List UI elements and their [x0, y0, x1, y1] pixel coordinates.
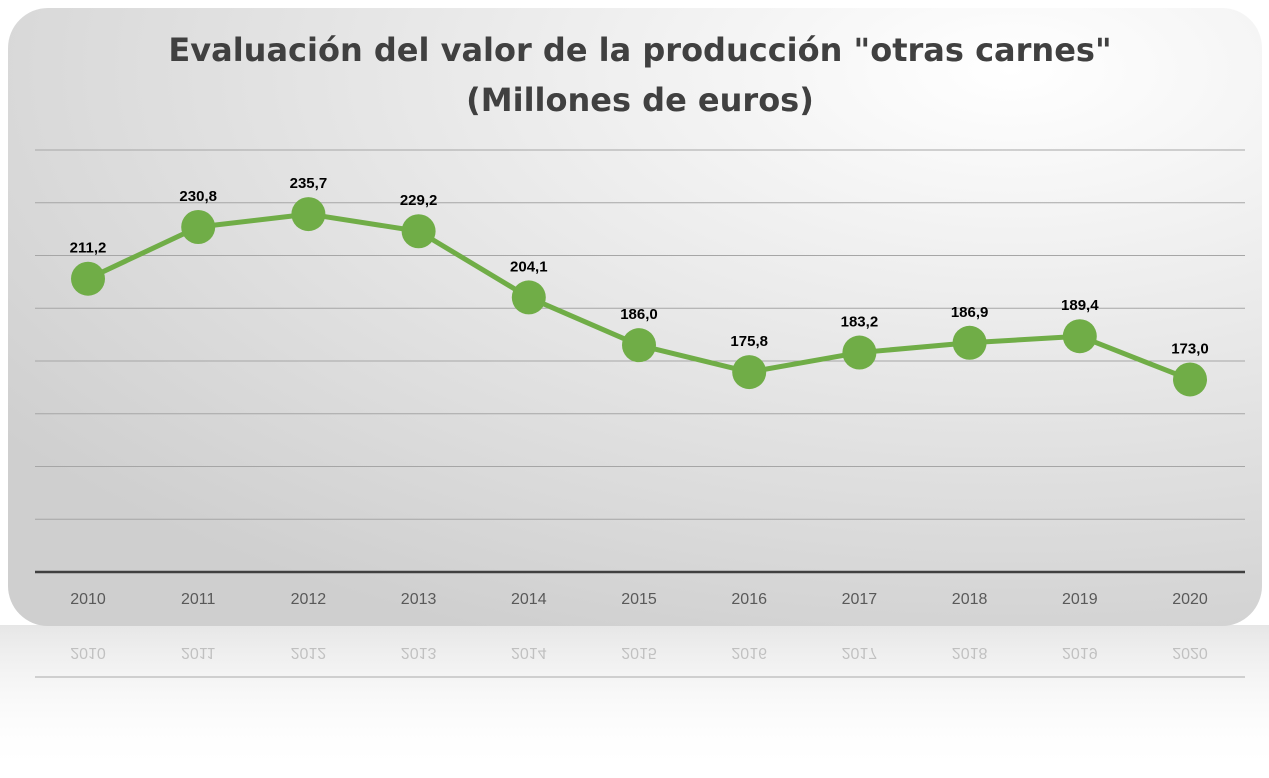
- marker: [181, 210, 216, 245]
- data-label: 211,2: [70, 240, 107, 257]
- marker: [291, 197, 326, 232]
- marker: [1062, 319, 1097, 354]
- x-tick-reflection: 2013: [401, 644, 437, 661]
- data-label: 173,0: [1171, 340, 1209, 357]
- data-label: 175,8: [730, 333, 768, 350]
- chart-title: (Millones de euros): [466, 81, 814, 119]
- x-tick-reflection: 2020: [1172, 644, 1208, 661]
- marker: [732, 355, 767, 390]
- x-tick-reflection: 2011: [181, 644, 216, 661]
- x-tick-reflection: 2014: [511, 644, 547, 661]
- x-tick-label: 2017: [842, 591, 878, 608]
- chart-title: Evaluación del valor de la producción "o…: [168, 31, 1111, 69]
- x-tick-label: 2011: [181, 591, 216, 608]
- x-tick-label: 2016: [731, 591, 767, 608]
- x-tick-label: 2019: [1062, 591, 1098, 608]
- x-tick-reflection: 2016: [731, 644, 767, 661]
- x-tick-label: 2018: [952, 591, 988, 608]
- marker: [1173, 362, 1207, 397]
- marker: [622, 328, 656, 363]
- marker: [401, 214, 436, 249]
- data-label: 204,1: [510, 258, 548, 275]
- marker: [511, 280, 546, 315]
- x-tick-reflection: 2010: [70, 644, 106, 661]
- x-tick-reflection: 2017: [842, 644, 878, 661]
- data-label: 186,0: [620, 306, 658, 323]
- x-tick-reflection: 2012: [291, 644, 327, 661]
- x-tick-reflection: 2015: [621, 644, 657, 661]
- x-tick-label: 2012: [291, 591, 327, 608]
- x-tick-reflection: 2019: [1062, 644, 1098, 661]
- reflection: [0, 625, 1269, 775]
- marker: [952, 325, 987, 360]
- x-tick-reflection: 2018: [952, 644, 988, 661]
- x-tick-label: 2013: [401, 591, 437, 608]
- data-label: 229,2: [400, 192, 438, 209]
- data-label: 230,8: [179, 188, 217, 205]
- data-label: 235,7: [290, 175, 328, 192]
- data-label: 189,4: [1061, 297, 1099, 314]
- x-tick-label: 2015: [621, 591, 657, 608]
- x-tick-label: 2014: [511, 591, 547, 608]
- data-label: 186,9: [951, 304, 989, 321]
- data-label: 183,2: [841, 314, 879, 331]
- marker: [842, 335, 877, 370]
- x-tick-label: 2010: [70, 591, 106, 608]
- x-tick-label: 2020: [1172, 591, 1208, 608]
- marker: [71, 261, 105, 296]
- chart-card: [8, 8, 1262, 626]
